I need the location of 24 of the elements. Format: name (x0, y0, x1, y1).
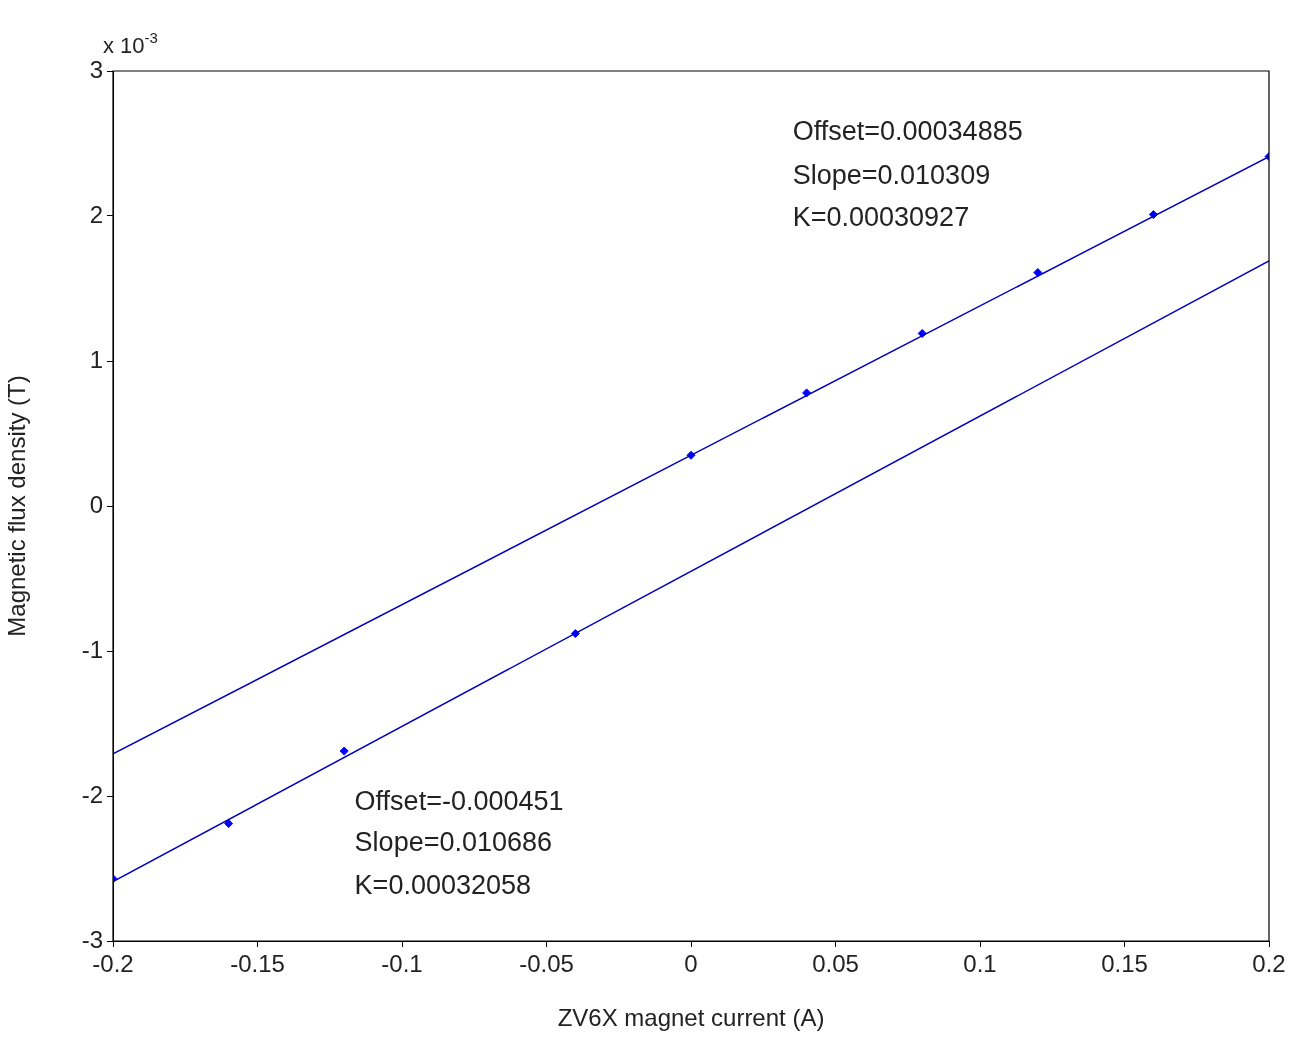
y-tick-label: -1 (81, 635, 103, 663)
y-tick-label: -3 (81, 925, 103, 953)
annotation: K=0.00030927 (792, 202, 970, 233)
y-tick-label: 1 (89, 345, 103, 373)
x-axis-title: ZV6X magnet current (A) (557, 1004, 825, 1032)
x-tick-label: 0 (684, 950, 698, 978)
annotation: Offset=0.00034885 (792, 116, 1023, 147)
x-tick-label: -0.15 (230, 950, 285, 978)
y-tick-label: 3 (89, 55, 103, 83)
x-tick-label: 0.1 (963, 950, 997, 978)
x-tick-label: -0.2 (92, 950, 134, 978)
annotation: Slope=0.010686 (354, 826, 553, 857)
y-tick-label: 0 (89, 490, 103, 518)
x-tick-label: 0.2 (1252, 950, 1286, 978)
x-tick-label: -0.05 (519, 950, 574, 978)
annotation: K=0.00032058 (354, 870, 532, 901)
y-axis-title: Magnetic flux density (T) (3, 375, 31, 637)
x-tick-label: 0.15 (1101, 950, 1148, 978)
x-tick-label: -0.1 (381, 950, 423, 978)
annotation: Slope=0.010309 (792, 159, 991, 190)
annotation: Offset=-0.000451 (354, 786, 564, 817)
y-tick-label: 2 (89, 200, 103, 228)
x-tick-label: 0.05 (812, 950, 859, 978)
y-tick-label: -2 (81, 780, 103, 808)
